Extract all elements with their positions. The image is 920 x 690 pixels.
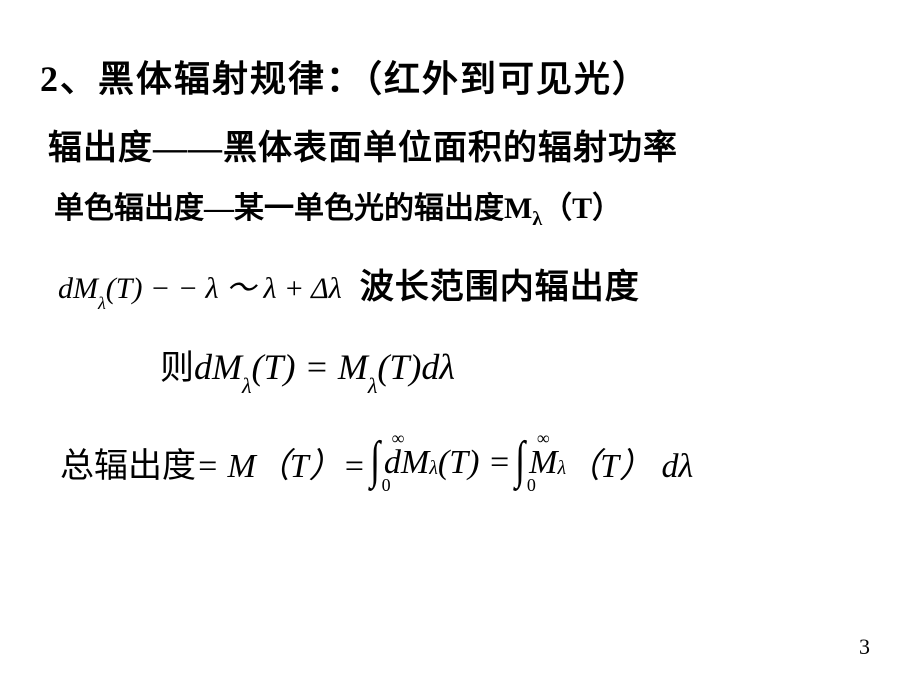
l6-eq: = M（T）= [196, 438, 366, 487]
page-number: 3 [859, 634, 870, 660]
line3-post: （T） [542, 192, 622, 225]
line4-math: dMλ(T) − − λ ～ λ + Δλ [58, 263, 342, 310]
line4: dMλ(T) − − λ ～ λ + Δλ 波长范围内辐出度 [58, 259, 890, 310]
l5-m2: (T) = M [252, 347, 368, 387]
heading-line-3: 单色辐出度—某一单色光的辐出度Mλ（T） [54, 183, 890, 231]
line5-math: dMλ(T) = Mλ(T)dλ [194, 346, 455, 393]
line4-text: 波长范围内辐出度 [360, 259, 640, 308]
slide-content: 2、黑体辐射规律：（红外到可见光） 辐出度——黑体表面单位面积的辐射功率 单色辐… [0, 0, 920, 690]
l6-m2: (T) = [438, 444, 511, 482]
l6-m1: dM [384, 444, 429, 482]
line6-text: 总辐出度 [60, 438, 196, 487]
l4-m2: (T) − − λ ～ λ + Δλ [106, 272, 342, 305]
l5-s1: λ [242, 373, 252, 398]
integral-1: ∫ ∞ 0 [368, 440, 382, 486]
integral-2: ∫ ∞ 0 [513, 440, 527, 486]
line3-sub: λ [532, 208, 542, 230]
int-low-1: 0 [382, 475, 391, 496]
l6-m4: （T） dλ [566, 438, 693, 487]
heading-line-2: 辐出度——黑体表面单位面积的辐射功率 [48, 120, 890, 169]
l6-s3: λ [557, 457, 566, 480]
l5-s2: λ [368, 373, 378, 398]
int-sym-2: ∫ [515, 440, 525, 482]
l6-s1: λ [429, 457, 438, 480]
heading-line-1: 2、黑体辐射规律：（红外到可见光） [40, 50, 890, 102]
l4-s1: λ [98, 293, 106, 313]
int-up-1: ∞ [392, 428, 405, 449]
line3-pre: 单色辐出度—某一单色光的辐出度M [54, 192, 532, 225]
int-low-2: 0 [527, 475, 536, 496]
int-sym-1: ∫ [370, 440, 380, 482]
line6: 总辐出度 = M（T）= ∫ ∞ 0 dMλ(T) = ∫ ∞ 0 Mλ（T） … [60, 438, 890, 487]
line6-math: = M（T）= ∫ ∞ 0 dMλ(T) = ∫ ∞ 0 Mλ（T） dλ [196, 438, 693, 487]
l5-m1: dM [194, 347, 242, 387]
int-up-2: ∞ [537, 428, 550, 449]
line5: 则 dMλ(T) = Mλ(T)dλ [160, 340, 890, 393]
l5-m3: (T)dλ [377, 347, 455, 387]
line5-text: 则 [160, 340, 194, 389]
l4-m1: dM [58, 272, 98, 305]
